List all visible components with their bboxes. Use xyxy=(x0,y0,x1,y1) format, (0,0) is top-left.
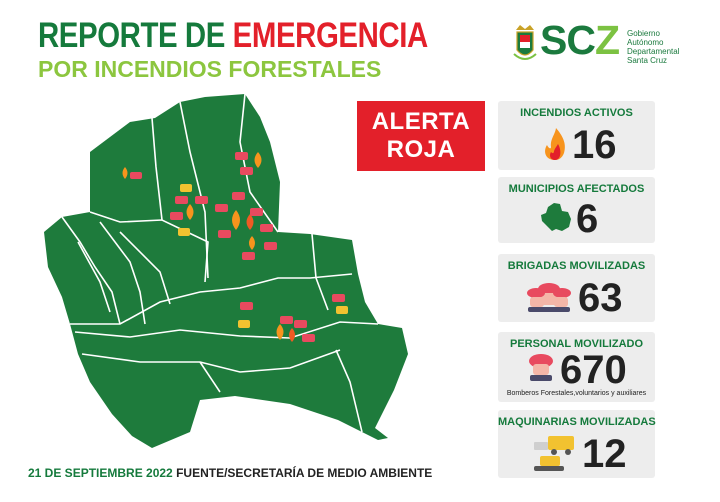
fire-icon xyxy=(249,236,255,250)
bulldozer-icon xyxy=(178,228,190,236)
logo-sc: SC xyxy=(540,17,596,63)
fire-truck-icon xyxy=(294,320,307,328)
fire-truck-icon xyxy=(260,224,273,232)
fire-truck-icon xyxy=(218,230,231,238)
scz-wordmark: SCZ xyxy=(540,17,620,63)
fire-icon xyxy=(232,210,240,230)
fire-truck-icon xyxy=(170,212,183,220)
fire-truck-icon xyxy=(280,316,293,324)
stat-label: MUNICIPIOS AFECTADOS xyxy=(508,183,645,195)
fire-icon xyxy=(276,324,284,340)
fire-truck-icon xyxy=(302,334,315,342)
stat-label: PERSONAL MOVILIZADO xyxy=(509,338,644,350)
logo-z: Z xyxy=(594,17,620,63)
stat-value: 670 xyxy=(560,348,627,392)
coat-of-arms-icon xyxy=(513,25,537,60)
fire-icon xyxy=(122,167,128,179)
fire-truck-icon xyxy=(264,242,277,250)
stat-label: MAQUINARIAS MOVILIZADAS xyxy=(498,416,656,428)
fire-truck-icon xyxy=(130,172,142,179)
fire-icon xyxy=(545,128,565,160)
alert-line-1: ALERTA xyxy=(371,108,471,135)
stat-value: 12 xyxy=(582,432,627,476)
stat-card-municipios: MUNICIPIOS AFECTADOS 6 xyxy=(498,177,655,243)
incident-markers xyxy=(122,152,348,342)
report-source: FUENTE/SECRETARÍA DE MEDIO AMBIENTE xyxy=(176,466,433,480)
alert-line-2: ROJA xyxy=(386,136,456,163)
bulldozer-icon xyxy=(238,320,250,328)
page-title: REPORTE DE EMERGENCIA xyxy=(38,18,428,53)
fire-icon xyxy=(186,204,194,220)
firefighter-icon xyxy=(529,354,553,381)
stat-label: BRIGADAS MOVILIZADAS xyxy=(507,260,646,272)
stat-value: 63 xyxy=(578,276,623,320)
footer: 21 DE SEPTIEMBRE 2022 FUENTE/SECRETARÍA … xyxy=(28,466,432,480)
fire-icon xyxy=(246,214,254,230)
bulldozer-icon xyxy=(336,306,348,314)
fire-truck-icon xyxy=(235,152,248,160)
stat-card-personal: PERSONAL MOVILIZADO 670 Bomberos Foresta… xyxy=(498,332,655,402)
title-part-2: EMERGENCIA xyxy=(232,16,429,55)
stat-label: INCENDIOS ACTIVOS xyxy=(520,107,633,119)
fire-truck-icon xyxy=(332,294,345,302)
fire-icon xyxy=(254,152,262,168)
fire-truck-icon xyxy=(175,196,188,204)
bulldozer-icon xyxy=(180,184,192,192)
stat-note: Bomberos Forestales,voluntarios y auxili… xyxy=(506,390,647,397)
page-subtitle: POR INCENDIOS FORESTALES xyxy=(38,56,382,82)
fire-truck-icon xyxy=(250,208,263,216)
government-name: Gobierno Autónomo Departamental Santa Cr… xyxy=(627,29,679,65)
stat-card-incendios: INCENDIOS ACTIVOS 16 xyxy=(498,101,655,170)
government-logo: SCZ Gobierno Autónomo Departamental Sant… xyxy=(512,20,679,70)
fire-truck-icon xyxy=(240,302,253,310)
fire-truck-icon xyxy=(232,192,245,200)
stat-value: 6 xyxy=(576,197,599,241)
report-date: 21 DE SEPTIEMBRE 2022 xyxy=(28,466,173,480)
firefighters-icon xyxy=(527,283,571,312)
title-part-1: REPORTE DE xyxy=(38,16,233,55)
fire-truck-icon xyxy=(240,167,253,175)
machinery-icon xyxy=(534,436,574,471)
stat-card-brigadas: BRIGADAS MOVILIZADAS 63 xyxy=(498,254,655,322)
alert-level-badge: ALERTA ROJA xyxy=(357,101,485,171)
map-region-icon xyxy=(541,203,571,231)
gov-line-1: Gobierno xyxy=(627,29,660,38)
stat-value: 16 xyxy=(572,123,617,167)
fire-icon xyxy=(289,328,295,342)
gov-line-2: Autónomo xyxy=(627,38,664,47)
map-shape xyxy=(44,94,408,448)
santa-cruz-map xyxy=(44,93,408,448)
stat-card-maquinarias: MAQUINARIAS MOVILIZADAS 12 xyxy=(498,410,656,478)
fire-truck-icon xyxy=(195,196,208,204)
fire-truck-icon xyxy=(215,204,228,212)
gov-line-3: Departamental xyxy=(627,47,680,56)
gov-line-4: Santa Cruz xyxy=(627,56,668,65)
map-borders xyxy=(61,93,379,433)
fire-truck-icon xyxy=(242,252,255,260)
